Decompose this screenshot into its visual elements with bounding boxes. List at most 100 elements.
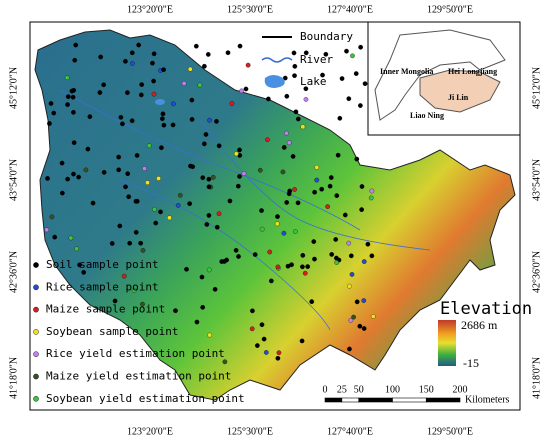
sample-point xyxy=(293,109,299,115)
sample-point xyxy=(284,93,290,99)
lat-label: 43°54'0"N xyxy=(8,159,19,201)
legend-label: Maize yield estimation point xyxy=(46,370,231,383)
sample-point xyxy=(64,75,70,81)
lon-label: 129°50'0"E xyxy=(427,426,473,437)
sample-point xyxy=(222,359,228,365)
lon-label: 129°50'0"E xyxy=(427,4,473,15)
inset-label: Ji Lin xyxy=(448,93,469,102)
sample-point xyxy=(70,94,76,100)
sample-point xyxy=(303,86,309,92)
sample-point xyxy=(202,63,207,69)
sample-point xyxy=(369,253,375,259)
lat-label: 43°54'0"N xyxy=(531,159,542,201)
sample-point xyxy=(160,111,166,117)
sample-point xyxy=(259,226,265,232)
sample-point xyxy=(123,58,128,64)
sample-point xyxy=(311,239,317,244)
sample-point xyxy=(204,222,210,227)
sample-point xyxy=(369,188,375,194)
sample-point xyxy=(284,200,290,205)
sample-point xyxy=(167,215,172,221)
sample-point xyxy=(193,43,199,49)
sample-point xyxy=(197,82,203,88)
sample-point xyxy=(159,145,164,151)
sample-points xyxy=(44,42,377,365)
sample-point xyxy=(347,283,352,289)
sample-point xyxy=(361,326,367,331)
sample-point xyxy=(194,319,200,325)
lake xyxy=(155,99,165,105)
sample-point xyxy=(123,184,128,190)
sample-point xyxy=(300,124,306,130)
sample-point xyxy=(131,287,137,293)
sample-point xyxy=(189,97,195,103)
sample-point xyxy=(71,110,76,115)
sample-point xyxy=(333,237,339,242)
scale-tick: 50 xyxy=(354,384,364,395)
sample-point xyxy=(265,137,270,143)
sample-point xyxy=(98,54,104,60)
sample-point xyxy=(118,114,124,120)
sample-point xyxy=(74,246,79,252)
sample-point xyxy=(348,253,354,259)
river-symbol xyxy=(261,57,293,63)
sample-point xyxy=(354,156,360,162)
sample-point xyxy=(139,82,145,87)
elevation-colorbar xyxy=(438,320,456,366)
sample-point xyxy=(161,67,166,73)
sample-point xyxy=(207,117,212,123)
sample-point xyxy=(328,175,334,180)
sample-point xyxy=(365,241,371,247)
sample-point xyxy=(344,48,349,54)
scale-segment xyxy=(392,397,427,403)
sample-point xyxy=(52,234,58,240)
sample-point xyxy=(314,177,320,183)
sample-point xyxy=(160,116,165,122)
sample-point xyxy=(354,299,360,305)
sample-point xyxy=(281,230,287,236)
sample-point xyxy=(358,103,363,108)
sample-point xyxy=(127,240,133,246)
scale-segment xyxy=(324,397,343,403)
legend-symbol xyxy=(33,395,39,402)
sample-point xyxy=(236,254,241,259)
scale-segment xyxy=(358,397,393,403)
sample-point xyxy=(206,176,212,182)
sample-point xyxy=(170,122,176,128)
sample-point xyxy=(334,260,340,265)
sample-point xyxy=(73,42,79,48)
sample-point xyxy=(362,81,368,86)
sample-point xyxy=(214,119,219,124)
sample-point xyxy=(261,336,267,342)
sample-point xyxy=(337,115,343,121)
sample-point xyxy=(353,71,359,76)
sample-point xyxy=(292,187,297,192)
sample-point xyxy=(81,270,87,275)
sample-point xyxy=(286,140,292,146)
sample-point xyxy=(49,214,55,220)
sample-point xyxy=(292,229,298,234)
sample-point xyxy=(357,323,363,329)
legend-label: Boundary xyxy=(300,30,353,43)
sample-point xyxy=(125,171,131,177)
legend-symbol xyxy=(33,306,39,313)
sample-point xyxy=(348,317,354,323)
sample-point xyxy=(101,82,106,88)
sample-point xyxy=(187,66,193,72)
sample-point xyxy=(48,101,54,106)
sample-point xyxy=(72,57,78,63)
legend-label: Soybean yield estimation point xyxy=(46,392,245,405)
sample-point xyxy=(212,286,218,292)
sample-point xyxy=(129,61,135,66)
lon-label: 127°40'0"E xyxy=(327,4,373,15)
sample-point xyxy=(120,121,125,127)
sample-point xyxy=(274,221,280,227)
sample-point xyxy=(268,278,274,284)
sample-point xyxy=(245,62,251,68)
sample-point xyxy=(292,63,298,69)
sample-point xyxy=(161,122,167,128)
sample-point xyxy=(60,190,65,196)
inset-label: Inner Mongolia xyxy=(380,67,433,76)
sample-point xyxy=(151,51,157,57)
inset-jilin xyxy=(419,69,501,113)
